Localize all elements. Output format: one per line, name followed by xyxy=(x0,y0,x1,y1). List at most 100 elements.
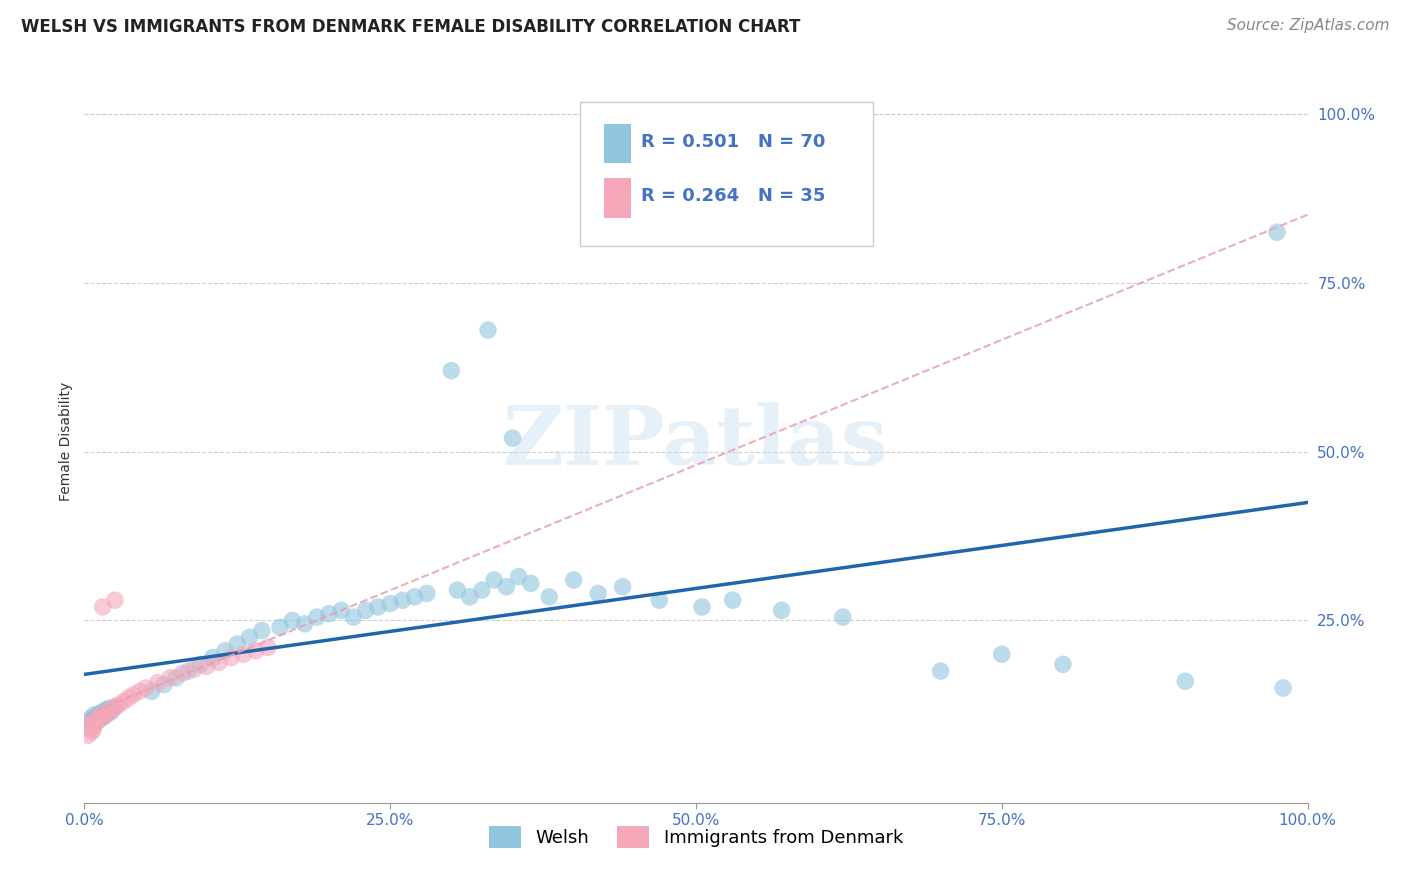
Welsh xyxy=(354,603,377,617)
Immigrants from Denmark xyxy=(86,714,108,729)
Welsh xyxy=(165,671,187,685)
Immigrants from Denmark xyxy=(84,716,107,731)
Immigrants from Denmark xyxy=(122,688,145,702)
Welsh xyxy=(250,624,273,638)
Immigrants from Denmark xyxy=(135,681,157,695)
Welsh xyxy=(690,599,713,614)
Welsh xyxy=(86,709,108,723)
Immigrants from Denmark xyxy=(146,675,169,690)
Immigrants from Denmark xyxy=(219,650,242,665)
Immigrants from Denmark xyxy=(82,723,104,737)
Text: R = 0.264   N = 35: R = 0.264 N = 35 xyxy=(641,187,825,205)
Immigrants from Denmark xyxy=(104,700,127,714)
Immigrants from Denmark xyxy=(100,703,122,717)
Welsh xyxy=(380,597,402,611)
Welsh xyxy=(538,590,561,604)
Immigrants from Denmark xyxy=(87,711,110,725)
Immigrants from Denmark xyxy=(77,718,100,732)
Immigrants from Denmark xyxy=(96,706,118,721)
Immigrants from Denmark xyxy=(87,714,110,728)
Text: WELSH VS IMMIGRANTS FROM DENMARK FEMALE DISABILITY CORRELATION CHART: WELSH VS IMMIGRANTS FROM DENMARK FEMALE … xyxy=(21,18,800,36)
Welsh xyxy=(416,586,439,600)
Welsh xyxy=(1174,674,1197,689)
Welsh xyxy=(391,593,413,607)
Immigrants from Denmark xyxy=(107,698,129,712)
Welsh xyxy=(153,678,176,692)
Immigrants from Denmark xyxy=(80,725,103,739)
Welsh xyxy=(1265,225,1288,239)
Welsh xyxy=(98,703,121,717)
Welsh xyxy=(929,664,952,678)
Welsh xyxy=(294,616,316,631)
Welsh xyxy=(562,573,585,587)
Immigrants from Denmark xyxy=(159,671,181,685)
FancyBboxPatch shape xyxy=(605,124,631,163)
Welsh xyxy=(83,708,105,723)
Welsh xyxy=(281,614,304,628)
Legend: Welsh, Immigrants from Denmark: Welsh, Immigrants from Denmark xyxy=(482,819,910,855)
Welsh xyxy=(91,705,114,719)
Welsh xyxy=(97,706,120,721)
Welsh xyxy=(90,711,112,725)
Welsh xyxy=(318,607,340,621)
Immigrants from Denmark xyxy=(208,656,231,670)
Text: ZIPatlas: ZIPatlas xyxy=(503,401,889,482)
Welsh xyxy=(648,593,671,607)
Immigrants from Denmark xyxy=(245,644,267,658)
Welsh xyxy=(238,631,260,645)
Welsh xyxy=(1052,657,1074,672)
Welsh xyxy=(508,569,530,583)
Welsh xyxy=(141,684,163,698)
Welsh xyxy=(367,599,389,614)
Immigrants from Denmark xyxy=(89,710,111,724)
Welsh xyxy=(190,657,212,672)
Welsh xyxy=(471,583,494,598)
Welsh xyxy=(458,590,481,604)
Welsh xyxy=(84,716,107,731)
Welsh xyxy=(80,714,103,729)
FancyBboxPatch shape xyxy=(605,178,631,218)
FancyBboxPatch shape xyxy=(579,102,873,246)
Immigrants from Denmark xyxy=(128,684,150,698)
Welsh xyxy=(96,703,118,717)
Welsh xyxy=(201,650,224,665)
Immigrants from Denmark xyxy=(257,640,280,655)
Welsh xyxy=(87,706,110,721)
Welsh xyxy=(104,700,127,714)
Text: Source: ZipAtlas.com: Source: ZipAtlas.com xyxy=(1226,18,1389,33)
Welsh xyxy=(831,610,853,624)
Welsh xyxy=(87,714,110,728)
Welsh xyxy=(1272,681,1295,695)
Welsh xyxy=(770,603,793,617)
Welsh xyxy=(305,610,328,624)
Welsh xyxy=(477,323,499,337)
Welsh xyxy=(502,431,524,445)
Welsh xyxy=(495,580,517,594)
Welsh xyxy=(446,583,468,598)
Immigrants from Denmark xyxy=(83,718,105,732)
Immigrants from Denmark xyxy=(172,666,194,681)
Welsh xyxy=(100,705,122,719)
Immigrants from Denmark xyxy=(79,722,101,736)
Welsh xyxy=(721,593,744,607)
Welsh xyxy=(93,709,115,723)
Welsh xyxy=(991,647,1014,661)
Immigrants from Denmark xyxy=(77,728,100,742)
Y-axis label: Female Disability: Female Disability xyxy=(59,382,73,501)
Welsh xyxy=(612,580,634,594)
Immigrants from Denmark xyxy=(104,593,127,607)
Welsh xyxy=(79,711,101,725)
Immigrants from Denmark xyxy=(97,705,120,719)
Immigrants from Denmark xyxy=(232,647,254,661)
Welsh xyxy=(330,603,353,617)
Welsh xyxy=(269,620,291,634)
Welsh xyxy=(520,576,543,591)
Immigrants from Denmark xyxy=(90,708,112,723)
Welsh xyxy=(214,644,236,658)
Welsh xyxy=(97,701,120,715)
Immigrants from Denmark xyxy=(117,691,139,706)
Text: R = 0.501   N = 70: R = 0.501 N = 70 xyxy=(641,133,825,151)
Welsh xyxy=(226,637,249,651)
Welsh xyxy=(342,610,364,624)
Welsh xyxy=(404,590,426,604)
